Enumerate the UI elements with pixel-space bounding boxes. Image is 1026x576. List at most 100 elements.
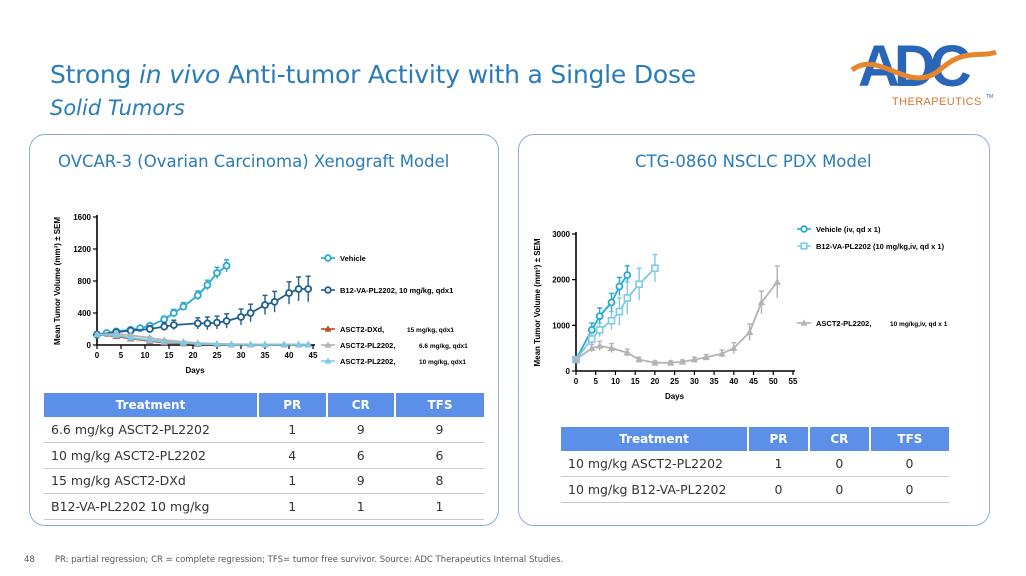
y-tick-label: 3000 xyxy=(552,230,570,239)
page-number: 48 xyxy=(24,555,35,565)
data-point xyxy=(227,340,236,348)
data-point xyxy=(213,269,221,277)
header-pr: PR xyxy=(747,427,809,451)
legend-sublabel: 10 mg/kg,iv, qd x 1 xyxy=(890,321,948,328)
cell-pr: 0 xyxy=(748,476,809,503)
y-tick-label: 2000 xyxy=(552,276,570,285)
data-point xyxy=(607,298,616,307)
data-point xyxy=(651,358,659,366)
table-row: 10 mg/kg B12-VA-PL2202 0 0 0 xyxy=(561,476,949,503)
cell-pr: 1 xyxy=(748,451,809,477)
cell-treatment: 15 mg/kg ASCT2-DXd xyxy=(44,468,258,494)
title-suffix: Anti-tumor Activity with a Single Dose xyxy=(220,60,696,89)
data-point xyxy=(160,315,169,324)
data-point xyxy=(203,281,212,289)
x-tick-label: 50 xyxy=(769,377,778,386)
data-point xyxy=(595,312,604,321)
data-point xyxy=(623,271,632,280)
legend-label: Vehicle (iv, qd x 1) xyxy=(816,225,881,234)
left-response-table: Treatment PR CR TFS 6.6 mg/kg ASCT2-PL22… xyxy=(44,393,484,520)
x-tick-label: 10 xyxy=(611,377,620,386)
legend-label: B12-VA-PL2202 (10 mg/kg,iv, qd x 1) xyxy=(816,242,945,251)
series-line xyxy=(575,281,778,364)
data-point xyxy=(280,340,288,348)
data-point xyxy=(145,325,154,333)
x-axis-label: Days xyxy=(665,392,685,401)
header-cr: CR xyxy=(807,427,870,451)
data-point xyxy=(261,340,269,348)
data-point xyxy=(160,322,169,331)
table-row: 10 mg/kg ASCT2-PL2202 1 0 0 xyxy=(561,451,949,477)
x-tick-label: 40 xyxy=(729,377,738,386)
series-line xyxy=(575,267,656,361)
x-tick-label: 55 xyxy=(789,377,798,386)
cell-tfs: 8 xyxy=(395,468,484,494)
page-subtitle: Solid Tumors xyxy=(50,96,185,120)
header-cr: CR xyxy=(325,393,395,417)
title-emphasis: in vivo xyxy=(138,60,221,89)
x-tick-label: 45 xyxy=(749,377,758,386)
legend-marker xyxy=(800,242,808,250)
table-row: 6.6 mg/kg ASCT2-PL2202 1 9 9 xyxy=(44,417,484,443)
data-point xyxy=(718,349,726,357)
x-tick-label: 25 xyxy=(670,377,679,386)
data-point xyxy=(222,261,231,270)
cell-cr: 9 xyxy=(326,468,395,494)
x-tick-label: 35 xyxy=(261,351,270,360)
data-point xyxy=(270,297,279,306)
data-point xyxy=(587,325,596,334)
legend-marker xyxy=(800,319,808,326)
legend-marker xyxy=(324,357,332,364)
ovcar3-tumor-volume-chart: 0 400 800 1200 1600 0 5 10 15 20 25 30 35 40 45 Days Mea… xyxy=(53,213,468,375)
data-point xyxy=(607,344,616,351)
cell-treatment: 10 mg/kg ASCT2-PL2202 xyxy=(44,442,258,469)
data-point xyxy=(169,309,178,317)
data-point xyxy=(160,337,168,345)
logo-tagline: THERAPEUTICS xyxy=(892,96,982,108)
x-axis-label: Days xyxy=(185,366,205,375)
legend-label: ASCT2-PL2202, xyxy=(340,341,395,350)
x-tick-label: 0 xyxy=(574,377,579,386)
right-response-table: Treatment PR CR TFS 10 mg/kg ASCT2-PL220… xyxy=(561,427,949,503)
cell-tfs: 6 xyxy=(395,442,484,469)
cell-pr: 1 xyxy=(258,493,327,520)
data-point xyxy=(623,348,631,356)
data-point xyxy=(572,355,580,363)
x-tick-label: 25 xyxy=(213,351,222,360)
legend-marker xyxy=(324,286,332,294)
cell-cr: 1 xyxy=(326,493,395,520)
footer-note: PR: partial regression; CR = complete re… xyxy=(54,555,378,565)
x-tick-label: 20 xyxy=(189,351,198,360)
y-tick-label: 1000 xyxy=(552,321,570,330)
data-point xyxy=(635,355,643,363)
data-point xyxy=(222,317,231,325)
data-point xyxy=(595,326,604,334)
data-point xyxy=(213,340,221,348)
data-point xyxy=(595,342,604,349)
legend-label: ASCT2-PL2202, xyxy=(340,357,395,366)
y-tick-label: 800 xyxy=(78,277,92,286)
legend-label: ASCT2-DXd, xyxy=(340,325,384,334)
data-point xyxy=(690,355,699,363)
legend-sublabel: 10 mg/kg, qdx1 xyxy=(419,359,466,366)
cell-cr: 9 xyxy=(326,417,395,443)
data-point xyxy=(261,301,269,309)
legend-marker xyxy=(324,325,332,332)
data-point xyxy=(667,358,675,366)
x-tick-label: 5 xyxy=(119,351,124,360)
data-point xyxy=(246,309,255,317)
title-prefix: Strong xyxy=(50,60,139,89)
legend-label: Vehicle xyxy=(340,254,366,263)
series-line xyxy=(96,333,309,346)
data-point xyxy=(179,339,188,346)
data-point xyxy=(146,336,154,344)
data-point xyxy=(588,344,596,351)
header-tfs: TFS xyxy=(394,393,484,417)
data-point xyxy=(757,298,766,306)
data-point xyxy=(678,358,687,365)
cell-tfs: 9 xyxy=(395,417,484,443)
data-point xyxy=(126,333,135,341)
data-point xyxy=(702,353,710,361)
cell-cr: 0 xyxy=(808,476,870,503)
x-tick-label: 40 xyxy=(285,351,294,360)
